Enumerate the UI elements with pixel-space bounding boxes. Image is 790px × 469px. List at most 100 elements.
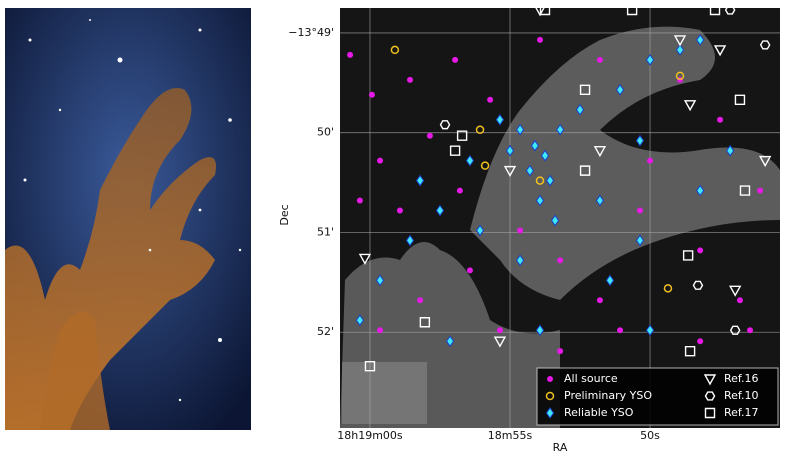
- marker: [536, 36, 543, 43]
- marker: [540, 149, 550, 162]
- marker: [535, 324, 545, 337]
- marker: [496, 327, 503, 334]
- marker: [545, 391, 555, 401]
- legend-label: Preliminary YSO: [564, 389, 652, 402]
- marker: [729, 325, 741, 335]
- marker: [556, 123, 565, 136]
- marker: [663, 284, 673, 293]
- marker: [703, 374, 717, 386]
- marker: [557, 257, 564, 264]
- marker: [495, 113, 505, 126]
- marker: [697, 247, 704, 254]
- marker: [709, 8, 721, 16]
- marker: [503, 165, 517, 178]
- marker: [734, 94, 746, 105]
- marker: [415, 174, 425, 187]
- marker: [439, 120, 451, 130]
- marker: [575, 103, 585, 116]
- marker: [675, 71, 685, 81]
- marker: [515, 254, 525, 267]
- marker: [547, 376, 553, 382]
- marker: [717, 116, 724, 123]
- marker: [364, 360, 376, 372]
- marker: [505, 144, 515, 157]
- marker: [480, 161, 490, 170]
- marker: [535, 194, 545, 207]
- marker: [636, 207, 643, 214]
- x-axis-label: RA: [553, 441, 568, 454]
- marker: [390, 45, 400, 55]
- marker: [530, 139, 540, 152]
- legend-label: All source: [564, 372, 618, 385]
- marker: [396, 207, 403, 214]
- marker: [449, 145, 461, 156]
- marker: [550, 214, 560, 227]
- marker: [355, 314, 364, 327]
- marker: [419, 317, 431, 328]
- marker: [704, 391, 716, 401]
- marker: [545, 174, 555, 187]
- plot-points: [347, 8, 772, 372]
- marker: [724, 8, 736, 15]
- marker: [525, 164, 535, 177]
- marker: [647, 157, 654, 164]
- legend-box: [536, 367, 779, 426]
- marker: [736, 297, 743, 304]
- marker: [645, 54, 655, 66]
- marker: [475, 224, 485, 237]
- marker: [358, 253, 372, 265]
- marker: [426, 132, 433, 139]
- marker: [596, 297, 603, 304]
- marker: [377, 157, 384, 164]
- marker: [517, 227, 524, 234]
- marker: [435, 204, 445, 217]
- marker: [684, 345, 696, 357]
- sky-map: [340, 8, 780, 428]
- marker: [466, 267, 473, 274]
- nebula-image: [5, 8, 251, 430]
- marker: [593, 145, 607, 158]
- marker: [728, 285, 742, 297]
- marker: [673, 35, 687, 47]
- marker: [456, 130, 468, 141]
- y-axis-label: Dec: [278, 204, 291, 225]
- x-tick-label: 18m55s: [488, 429, 533, 442]
- marker: [635, 134, 645, 147]
- marker: [595, 194, 605, 207]
- marker: [683, 100, 697, 112]
- marker: [682, 250, 694, 261]
- marker: [515, 123, 525, 136]
- x-tick-label: 18h19m00s: [337, 429, 403, 442]
- marker: [375, 274, 385, 287]
- marker: [539, 8, 551, 16]
- marker: [405, 234, 415, 247]
- marker: [407, 76, 414, 83]
- marker: [696, 34, 705, 46]
- marker: [579, 84, 591, 96]
- marker: [356, 197, 363, 204]
- marker: [456, 187, 463, 194]
- marker: [465, 154, 475, 167]
- marker: [535, 176, 545, 185]
- marker: [615, 83, 625, 96]
- y-tick-label: 52': [317, 325, 334, 338]
- x-tick-label: 50s: [640, 429, 660, 442]
- marker: [617, 327, 624, 334]
- legend-label: Ref.17: [724, 406, 758, 419]
- marker: [545, 407, 555, 419]
- marker: [377, 327, 384, 334]
- y-tick-label: 50': [317, 126, 334, 139]
- marker: [596, 56, 603, 63]
- marker: [452, 56, 459, 63]
- marker: [696, 184, 705, 197]
- marker: [704, 407, 716, 419]
- marker: [675, 44, 685, 56]
- marker: [493, 336, 507, 348]
- y-tick-label: 51': [317, 225, 334, 238]
- marker: [757, 187, 764, 194]
- marker: [758, 155, 772, 168]
- marker: [726, 144, 735, 157]
- marker: [487, 96, 494, 103]
- marker: [475, 125, 485, 134]
